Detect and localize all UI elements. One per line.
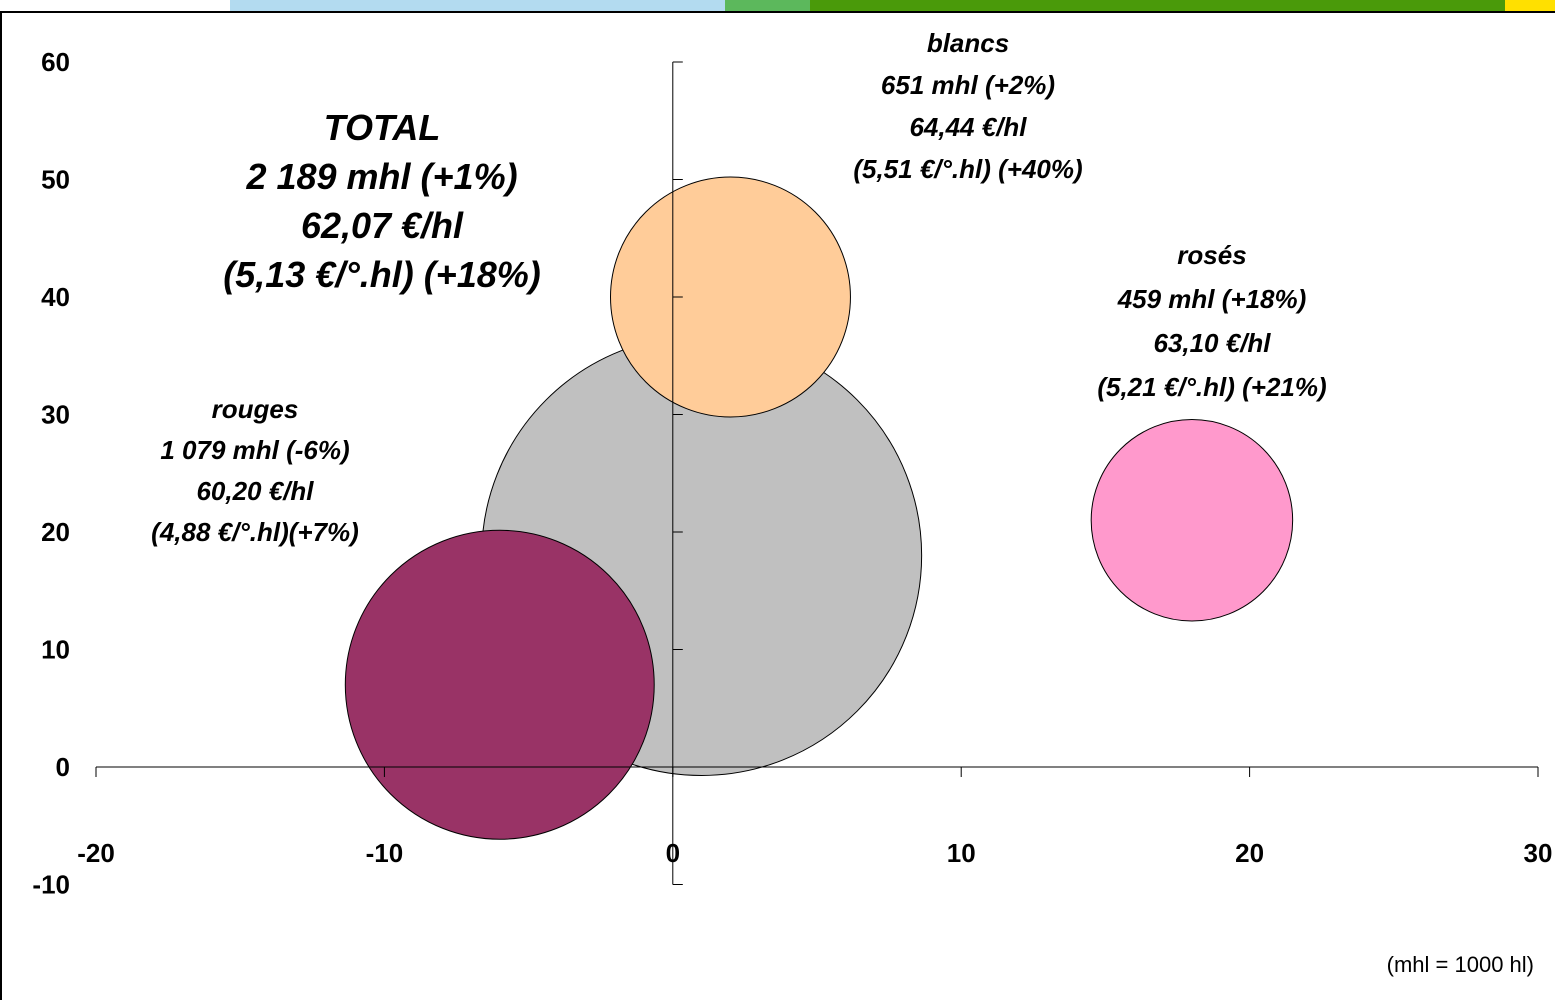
x-tick-label: -10	[366, 838, 404, 868]
annotation-line: 64,44 €/hl	[909, 112, 1027, 142]
y-tick-label: 60	[41, 47, 70, 77]
y-tick-label: 10	[41, 635, 70, 665]
annotation-rouges: rouges 1 079 mhl (-6%) 60,20 €/hl (4,88 €/°…	[151, 394, 359, 547]
y-tick-label: 0	[56, 752, 70, 782]
annotation-line: (4,88 €/°.hl)(+7%)	[151, 517, 359, 547]
top-band-segment-yellow	[1505, 0, 1555, 12]
annotation-line: rouges	[212, 394, 299, 424]
y-tick-label: 50	[41, 165, 70, 195]
annotation-line: 459 mhl (+18%)	[1117, 284, 1307, 314]
annotation-line: 63,10 €/hl	[1153, 328, 1271, 358]
annotation-line: (5,51 €/°.hl) (+40%)	[853, 154, 1082, 184]
x-tick-label: 20	[1235, 838, 1264, 868]
annotation-total: TOTAL 2 189 mhl (+1%) 62,07 €/hl (5,13 €/°.…	[223, 107, 541, 295]
annotation-line: blancs	[927, 28, 1009, 58]
y-tick-label: -10	[32, 870, 70, 900]
annotation-line: TOTAL	[324, 107, 441, 148]
x-tick-label: 10	[947, 838, 976, 868]
top-band-segment-blue	[230, 0, 725, 12]
annotation-line: 62,07 €/hl	[301, 205, 464, 246]
y-tick-label: 40	[41, 282, 70, 312]
annotation-line: 1 079 mhl (-6%)	[160, 435, 349, 465]
y-tick-label: 20	[41, 517, 70, 547]
annotation-line: rosés	[1177, 240, 1246, 270]
bubble-blancs	[610, 176, 851, 418]
y-tick-label: 30	[41, 400, 70, 430]
unit-note: (mhl = 1000 hl)	[1387, 952, 1534, 977]
annotations-layer: TOTAL 2 189 mhl (+1%) 62,07 €/hl (5,13 €/°.…	[151, 28, 1326, 547]
bubble-roses	[1090, 419, 1294, 622]
x-tick-label: 0	[666, 838, 680, 868]
annotation-line: 651 mhl (+2%)	[881, 70, 1055, 100]
top-color-band	[0, 0, 1555, 12]
x-tick-label: 30	[1524, 838, 1553, 868]
chart-border	[0, 11, 1555, 1000]
annotation-roses: rosés 459 mhl (+18%) 63,10 €/hl (5,21 €/°.h…	[1097, 240, 1326, 402]
bubble-rouges	[344, 529, 655, 840]
x-tick-label: -20	[77, 838, 115, 868]
top-band-segment-dark-green	[810, 0, 1505, 12]
top-band-segment-light-green	[725, 0, 810, 12]
annotation-blancs: blancs 651 mhl (+2%) 64,44 €/hl (5,51 €/°.h…	[853, 28, 1082, 184]
annotation-line: (5,13 €/°.hl) (+18%)	[223, 254, 541, 295]
bubbles-layer	[344, 176, 1294, 840]
annotation-line: 60,20 €/hl	[196, 476, 314, 506]
annotation-line: (5,21 €/°.hl) (+21%)	[1097, 372, 1326, 402]
annotation-line: 2 189 mhl (+1%)	[245, 156, 517, 197]
